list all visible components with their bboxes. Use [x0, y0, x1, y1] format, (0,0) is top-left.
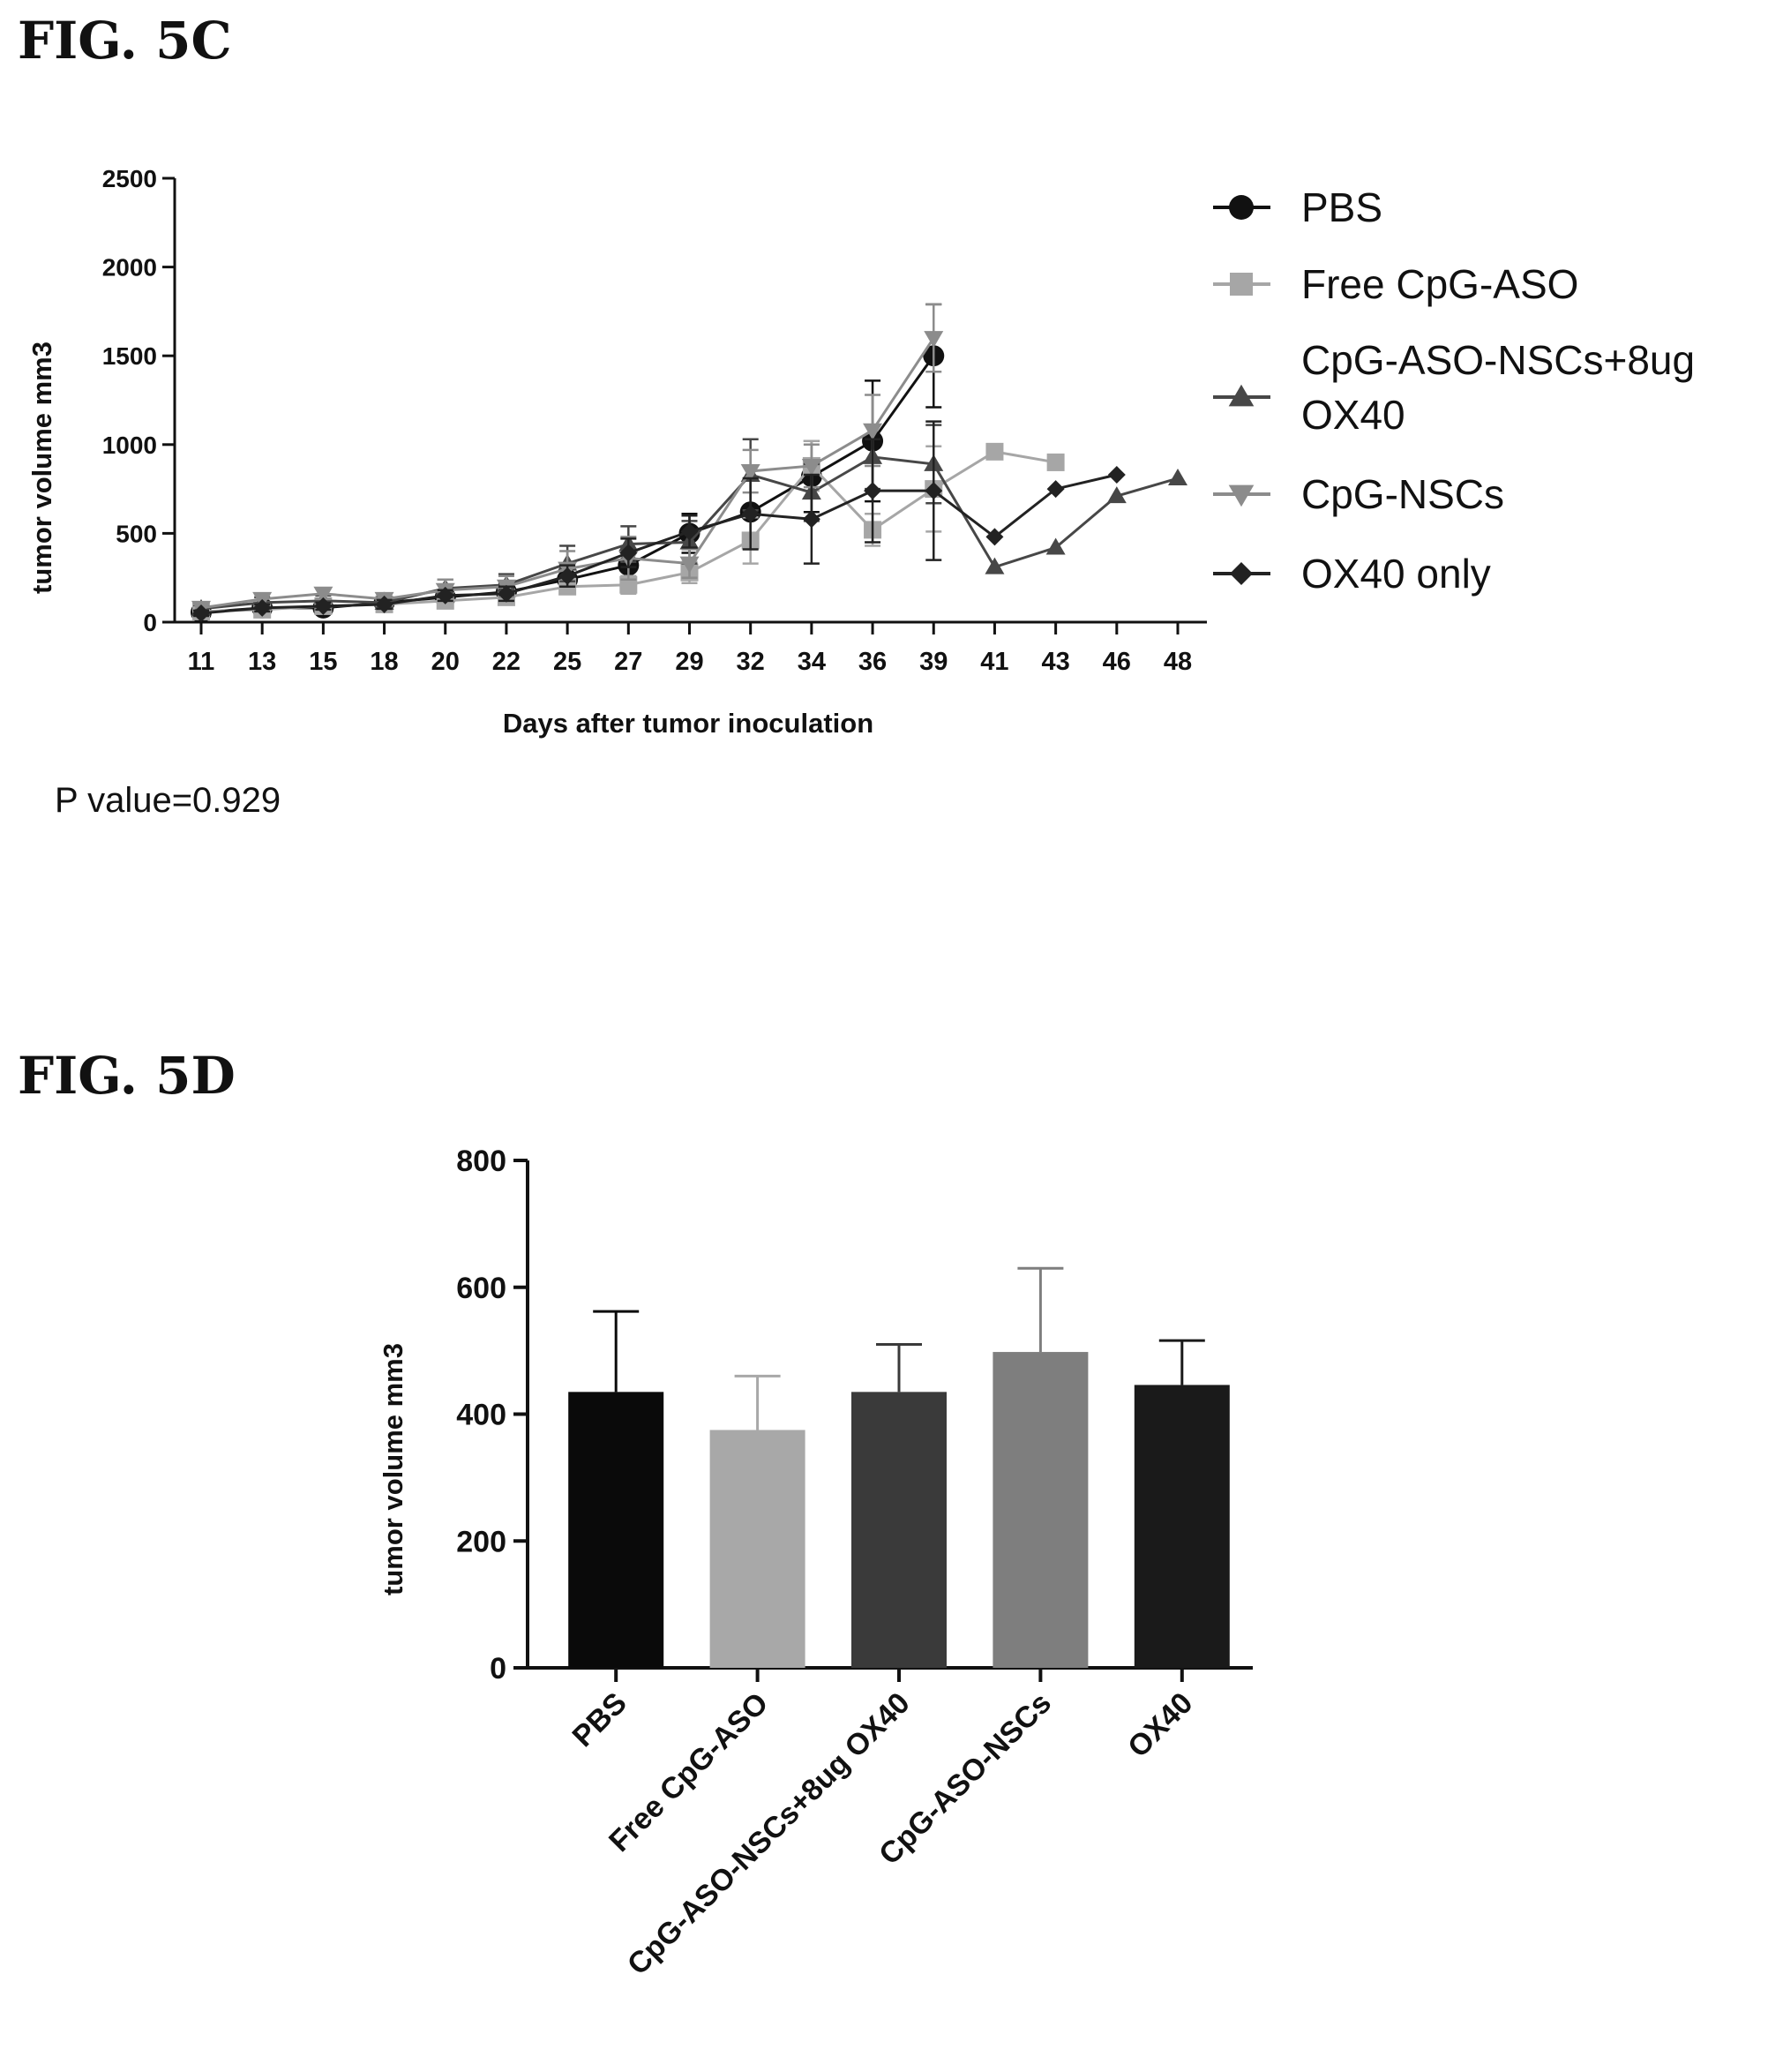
x-tick-label: 25 — [553, 648, 581, 676]
y-tick-label: 600 — [456, 1272, 506, 1305]
data-point — [1045, 537, 1066, 555]
legend-marker — [1228, 484, 1255, 507]
data-point — [313, 586, 333, 604]
legend-item: CpG-ASO-NSCs+8ug OX40 — [1213, 337, 1695, 438]
data-point — [436, 586, 454, 604]
legend-label: CpG-NSCs — [1301, 471, 1504, 517]
y-axis-label: tumor volume mm3 — [26, 342, 57, 594]
x-tick-label: 36 — [858, 648, 887, 676]
bar — [1134, 1385, 1230, 1668]
line-chart-axes — [173, 178, 1207, 624]
x-tick-label: OX40 — [1121, 1686, 1199, 1764]
p-value-text: P value=0.929 — [55, 781, 281, 820]
data-point — [1168, 469, 1187, 486]
x-tick-label: 22 — [492, 648, 521, 676]
y-tick-label: 0 — [143, 609, 157, 636]
x-tick-label: 48 — [1164, 648, 1192, 676]
x-tick-label: 43 — [1041, 648, 1069, 676]
legend-marker — [1228, 384, 1255, 407]
x-tick-label: 15 — [309, 648, 337, 676]
legend-label: OX40 — [1301, 392, 1405, 438]
data-point — [497, 584, 515, 603]
data-point — [985, 557, 1005, 574]
line-chart-legend: PBS Free CpG-ASO CpG-ASO-NSCs+8ug OX40 CpG-N… — [1213, 184, 1695, 597]
line-chart-ticks: 0 500 1000 1500 2000 2500 11 13 15 18 20 22 25 27 29 32… — [102, 165, 1192, 676]
x-tick-label: 20 — [431, 648, 460, 676]
bar — [709, 1430, 805, 1668]
data-point — [253, 598, 272, 617]
legend-label: CpG-ASO-NSCs+8ug — [1301, 337, 1695, 383]
legend-item: OX40 only — [1213, 551, 1491, 597]
x-tick-label: 34 — [798, 648, 826, 676]
y-tick-label: 1500 — [102, 342, 157, 370]
figure-5d-label: FIG. 5D — [18, 1046, 236, 1106]
x-tick-label: CpG-ASO-NSCs+8ug OX40 — [621, 1686, 917, 1982]
legend-label: PBS — [1301, 184, 1382, 230]
y-tick-label: 500 — [116, 520, 157, 547]
y-tick-label: 2000 — [102, 254, 157, 282]
line-chart: 0 500 1000 1500 2000 2500 11 13 15 18 20 22 25 27 29 32… — [26, 165, 1695, 739]
series-4 — [192, 420, 1126, 622]
y-tick-label: 2500 — [102, 165, 157, 192]
data-point — [1046, 480, 1065, 499]
data-point — [801, 458, 821, 476]
x-axis-label: Days after tumor inoculation — [503, 708, 873, 739]
legend-marker — [1230, 273, 1253, 296]
data-point — [1106, 486, 1127, 504]
legend-item: Free CpG-ASO — [1213, 261, 1578, 307]
data-point — [985, 442, 1004, 461]
x-tick-label: 11 — [188, 648, 215, 676]
x-tick-label: 39 — [919, 648, 948, 676]
series-line — [200, 473, 1118, 615]
bar-y-axis-label: tumor volume mm3 — [378, 1343, 408, 1595]
data-point — [863, 423, 883, 440]
data-point — [619, 544, 638, 562]
y-tick-label: 800 — [456, 1145, 506, 1178]
x-tick-label: PBS — [566, 1686, 633, 1753]
data-point — [680, 522, 699, 541]
x-tick-label: 46 — [1103, 648, 1131, 676]
data-point — [679, 556, 700, 574]
bar — [568, 1392, 664, 1668]
y-tick-label: 0 — [490, 1652, 506, 1685]
legend-label: OX40 only — [1301, 551, 1491, 597]
data-point — [864, 482, 882, 500]
x-tick-label: 29 — [675, 648, 703, 676]
x-tick-label: 32 — [737, 648, 765, 676]
y-tick-label: 1000 — [102, 432, 157, 459]
y-tick-label: 200 — [456, 1525, 506, 1558]
bar — [993, 1352, 1089, 1668]
bar — [851, 1392, 947, 1668]
data-point — [1046, 453, 1065, 471]
data-point — [558, 567, 577, 585]
legend-item: CpG-NSCs — [1213, 471, 1504, 517]
line-chart-series — [191, 303, 1187, 623]
data-point — [985, 528, 1004, 546]
y-tick-label: 400 — [456, 1399, 506, 1432]
x-tick-label: 41 — [980, 648, 1008, 676]
legend-marker — [1229, 195, 1254, 220]
x-tick-label: 13 — [248, 648, 276, 676]
legend-marker — [1230, 562, 1253, 585]
legend-label: Free CpG-ASO — [1301, 261, 1578, 307]
figure-5c-label: FIG. 5C — [18, 11, 232, 71]
data-point — [1107, 466, 1126, 484]
x-tick-label: 18 — [370, 648, 398, 676]
data-point — [802, 510, 820, 529]
data-point — [192, 604, 210, 622]
data-point — [740, 463, 760, 481]
data-point — [314, 597, 333, 615]
data-point — [375, 595, 393, 613]
data-point — [924, 331, 944, 349]
data-point — [925, 482, 943, 500]
data-point — [741, 505, 760, 523]
legend-item: PBS — [1213, 184, 1382, 230]
x-tick-label: 27 — [614, 648, 642, 676]
